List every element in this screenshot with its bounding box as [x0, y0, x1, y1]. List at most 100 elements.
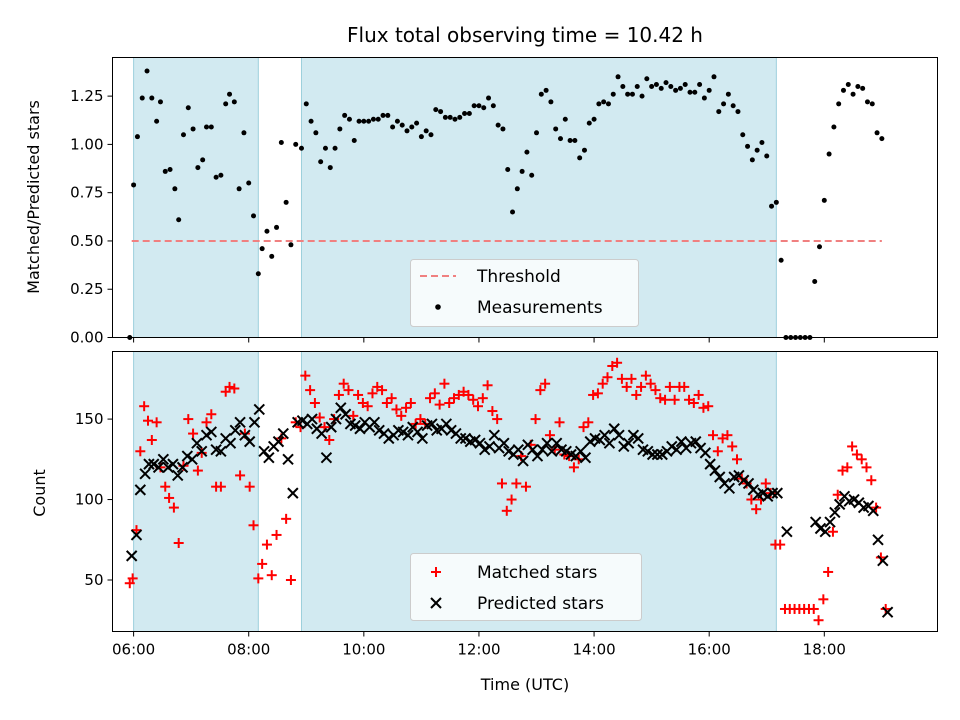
- measurement-point: [845, 82, 851, 88]
- measurement-point: [850, 91, 856, 97]
- predicted-star-point: [426, 418, 438, 430]
- predicted-star-point: [488, 429, 501, 441]
- matched-star-point: [281, 513, 292, 524]
- matched-star-point: [578, 422, 589, 433]
- matched-star-point: [405, 397, 416, 408]
- measurement-point: [241, 130, 247, 136]
- bot-y-tick-label: 100: [75, 491, 104, 509]
- measurement-point: [409, 124, 415, 130]
- measurement-point: [586, 120, 592, 126]
- predicted-star-point: [781, 526, 793, 538]
- measurement-point: [658, 85, 664, 91]
- measurement-point: [208, 124, 214, 130]
- matched-star-point: [823, 566, 834, 577]
- measurement-point: [510, 209, 516, 215]
- measurement-point: [855, 83, 861, 89]
- matched-star-point: [196, 447, 207, 458]
- predicted-star-point: [675, 435, 688, 448]
- predicted-star-point: [651, 448, 664, 461]
- measurement-point: [610, 91, 616, 97]
- measurement-point: [236, 186, 242, 192]
- measurement-point: [471, 103, 477, 109]
- predicted-star-point: [829, 506, 841, 519]
- matched-star-point: [597, 378, 608, 389]
- matched-star-point: [391, 404, 402, 415]
- matched-star-point: [425, 393, 436, 404]
- top-legend-box: [410, 259, 639, 327]
- predicted-star-point: [229, 424, 241, 437]
- matched-star-point: [554, 417, 565, 428]
- measurement-point: [404, 128, 410, 134]
- predicted-star-point: [598, 429, 611, 441]
- measurement-point: [154, 118, 160, 124]
- predicted-star-point: [613, 429, 625, 441]
- matched-star-point: [314, 412, 325, 423]
- measurement-point: [639, 93, 645, 99]
- matched-star-point: [861, 462, 872, 473]
- predicted-star-point: [723, 482, 736, 494]
- matched-star-point: [164, 492, 175, 503]
- predicted-star-point: [196, 445, 208, 457]
- predicted-star-point: [253, 403, 265, 416]
- measurement-point: [682, 82, 688, 88]
- measurement-point: [581, 147, 587, 153]
- predicted-star-point: [272, 435, 285, 448]
- matched-star-point: [616, 373, 627, 384]
- measurement-point: [725, 91, 731, 97]
- matched-star-point: [173, 537, 184, 548]
- measurement-point: [644, 76, 650, 82]
- predicted-star-point: [455, 432, 467, 445]
- measurement-point: [490, 103, 496, 109]
- predicted-star-point: [632, 432, 644, 445]
- matched-star-point: [135, 446, 146, 457]
- matched-star-point: [856, 454, 867, 465]
- measurement-point: [879, 136, 885, 142]
- bottom-panel: 06:00 08:00 10:00 12:00 14:00 16:00 18:00 50 10…: [30, 351, 938, 694]
- measurements-legend-swatch: [435, 304, 441, 310]
- matched-star-point: [688, 397, 699, 408]
- matched-star-point: [285, 575, 296, 586]
- matched-star-point: [679, 381, 690, 392]
- predicted-star-point: [306, 413, 318, 425]
- measurement-point: [749, 157, 755, 163]
- measurement-point: [572, 138, 578, 144]
- measurement-point: [548, 99, 554, 105]
- measurement-point: [826, 151, 832, 157]
- matched-star-point: [482, 380, 493, 391]
- matched-star-point: [338, 378, 349, 389]
- measurement-point: [730, 103, 736, 109]
- predicted-star-point: [191, 437, 203, 449]
- matched-star-point: [640, 370, 651, 381]
- measurements-legend-label: Measurements: [477, 298, 603, 318]
- predicted-star-point: [152, 461, 165, 474]
- matched-star-point: [492, 414, 503, 425]
- measurement-point: [706, 87, 712, 93]
- measurement-point: [673, 87, 679, 93]
- predicted-star-point: [277, 427, 289, 440]
- predicted-star-point: [574, 445, 587, 457]
- top-observing-window-0: [133, 57, 259, 338]
- predicted-star-point: [833, 498, 846, 511]
- matched-star-point: [732, 454, 743, 465]
- predicted-star-point: [243, 435, 256, 448]
- measurement-point: [812, 279, 818, 284]
- measurement-point: [524, 149, 530, 155]
- measurement-point: [615, 74, 621, 80]
- predicted-star-point: [742, 477, 755, 490]
- measurement-point: [462, 111, 468, 116]
- measurement-point: [864, 99, 870, 105]
- measurement-point: [486, 95, 492, 101]
- measurement-point: [385, 112, 391, 118]
- bottom-legend: Matched stars Predicted stars: [410, 553, 642, 621]
- matched-star-point: [142, 415, 153, 426]
- matched-star-point: [664, 381, 675, 392]
- matched-star-point: [353, 389, 364, 400]
- matched-star-point: [588, 389, 599, 400]
- predicted-star-point: [517, 455, 529, 467]
- measurement-point: [255, 271, 261, 277]
- measurement-point: [162, 168, 168, 174]
- measurement-point: [278, 139, 284, 145]
- matched-star-point: [655, 393, 666, 404]
- measurement-point: [764, 153, 770, 159]
